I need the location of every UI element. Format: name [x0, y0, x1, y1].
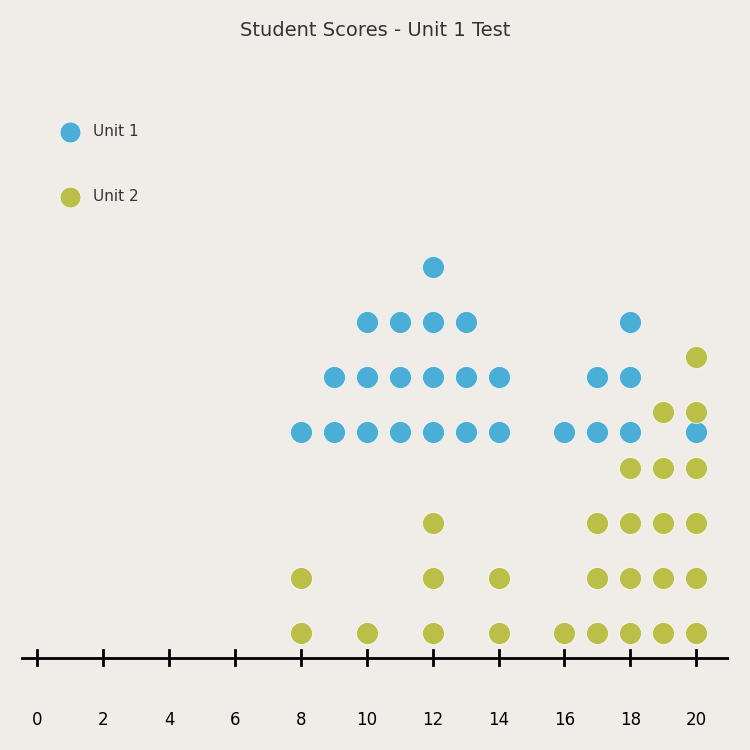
Point — [690, 627, 702, 639]
Point — [328, 371, 340, 383]
Text: Unit 2: Unit 2 — [93, 190, 139, 205]
Point — [657, 406, 669, 418]
Point — [361, 371, 373, 383]
Point — [460, 427, 472, 439]
Point — [592, 371, 604, 383]
Point — [624, 427, 636, 439]
Point — [394, 371, 406, 383]
Point — [295, 627, 307, 639]
Point — [64, 191, 76, 203]
Point — [657, 627, 669, 639]
Point — [460, 316, 472, 328]
Point — [493, 427, 505, 439]
Point — [690, 572, 702, 584]
Point — [624, 371, 636, 383]
Point — [361, 427, 373, 439]
Point — [427, 627, 439, 639]
Point — [361, 316, 373, 328]
Point — [690, 461, 702, 473]
Point — [559, 427, 571, 439]
Point — [690, 517, 702, 529]
Point — [427, 427, 439, 439]
Point — [361, 627, 373, 639]
Point — [493, 627, 505, 639]
Point — [592, 517, 604, 529]
Point — [624, 517, 636, 529]
Point — [394, 427, 406, 439]
Point — [460, 371, 472, 383]
Point — [592, 627, 604, 639]
Point — [493, 572, 505, 584]
Point — [624, 316, 636, 328]
Point — [592, 572, 604, 584]
Point — [559, 627, 571, 639]
Point — [394, 316, 406, 328]
Title: Student Scores - Unit 1 Test: Student Scores - Unit 1 Test — [240, 21, 510, 40]
Point — [427, 572, 439, 584]
Point — [690, 406, 702, 418]
Point — [690, 351, 702, 363]
Point — [657, 572, 669, 584]
Point — [657, 517, 669, 529]
Point — [624, 572, 636, 584]
Point — [427, 316, 439, 328]
Text: Unit 1: Unit 1 — [93, 124, 139, 140]
Point — [657, 461, 669, 473]
Point — [624, 627, 636, 639]
Point — [624, 461, 636, 473]
Point — [64, 126, 76, 138]
Point — [427, 371, 439, 383]
Point — [328, 427, 340, 439]
Point — [295, 427, 307, 439]
Point — [493, 371, 505, 383]
Point — [690, 427, 702, 439]
Point — [592, 427, 604, 439]
Point — [427, 517, 439, 529]
Point — [427, 261, 439, 273]
Point — [295, 572, 307, 584]
